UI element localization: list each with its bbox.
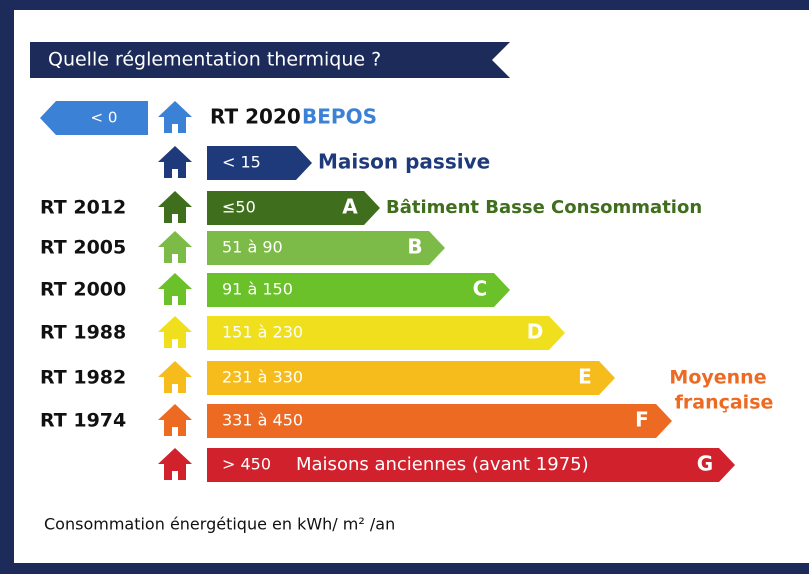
arrow: [207, 273, 510, 307]
arrow: [207, 448, 735, 482]
label: Maisons anciennes (avant 1975): [296, 454, 589, 475]
label: Bâtiment Basse Consommation: [386, 197, 702, 218]
note-line: française: [675, 392, 774, 414]
range: 151 à 230: [222, 323, 303, 342]
range: > 450: [222, 455, 271, 474]
house-icon: [158, 316, 192, 348]
range: 231 à 330: [222, 368, 303, 387]
regulation: RT 2005: [40, 237, 126, 259]
house-icon: [158, 101, 192, 133]
regulation: RT 2000: [40, 279, 126, 301]
regulation: RT 1982: [40, 367, 126, 389]
arrow: [40, 101, 148, 135]
arrow: [207, 231, 445, 265]
arrow: [207, 146, 312, 180]
footer: Consommation énergétique en kWh/ m² /an: [44, 515, 395, 534]
regulation: RT 2020: [210, 105, 301, 129]
class-letter: D: [527, 320, 544, 344]
title-banner: [30, 42, 510, 78]
regulation: RT 1974: [40, 410, 126, 432]
class-letter: C: [473, 277, 488, 301]
class-letter: F: [635, 408, 649, 432]
range: 91 à 150: [222, 280, 293, 299]
class-letter: A: [342, 195, 358, 219]
class-letter: G: [697, 452, 713, 476]
house-icon: [158, 191, 192, 223]
arrow: [207, 316, 565, 350]
range: < 15: [222, 153, 261, 172]
arrow: [207, 191, 380, 225]
range: 331 à 450: [222, 411, 303, 430]
class-letter: B: [407, 235, 422, 259]
regulation: RT 2012: [40, 197, 126, 219]
house-icon: [158, 448, 192, 480]
range: 51 à 90: [222, 238, 283, 257]
house-icon: [158, 361, 192, 393]
arrow: [207, 404, 672, 438]
range: < 0: [91, 109, 118, 127]
title: Quelle réglementation thermique ?: [48, 49, 381, 71]
house-icon: [158, 231, 192, 263]
label: BEPOS: [302, 105, 377, 129]
regulation: RT 1988: [40, 322, 126, 344]
house-icon: [158, 146, 192, 178]
house-icon: [158, 273, 192, 305]
label: Maison passive: [318, 150, 490, 174]
class-letter: E: [578, 365, 592, 389]
house-icon: [158, 404, 192, 436]
arrow: [207, 361, 615, 395]
range: ≤50: [222, 198, 256, 217]
note-line: Moyenne: [669, 367, 766, 389]
